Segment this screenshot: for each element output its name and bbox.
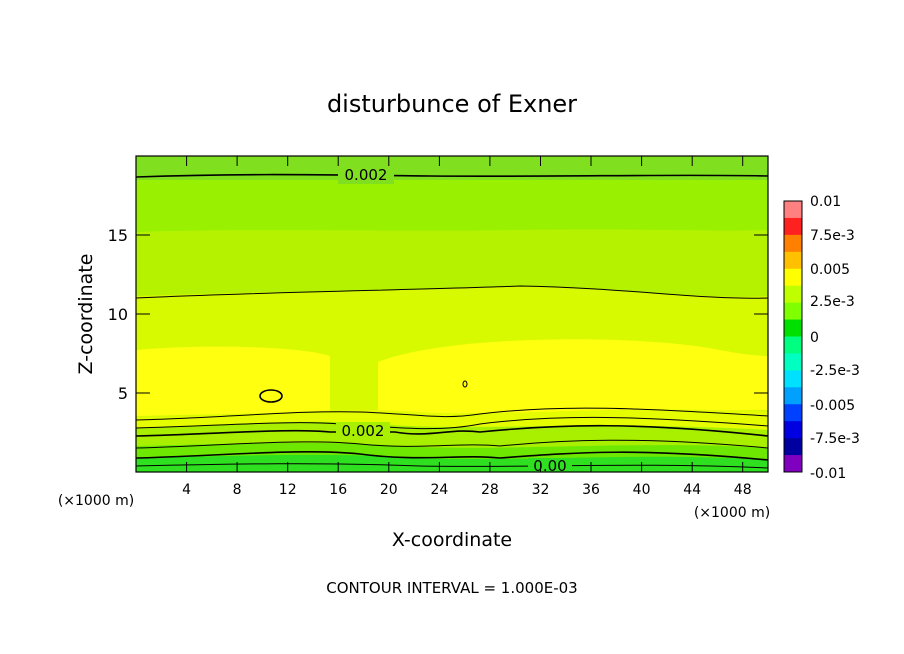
contour-line <box>135 285 769 299</box>
contour-lines <box>135 173 769 469</box>
contour-line <box>135 451 769 461</box>
x-tick-label: 32 <box>532 482 550 498</box>
contour-line <box>135 407 769 421</box>
contour-line <box>135 173 769 178</box>
contour-label: 0.002 <box>342 422 385 440</box>
band-yellow-core-right <box>378 339 768 414</box>
contour-line <box>135 424 769 437</box>
colorbar-swatch <box>784 268 802 287</box>
x-tick-label: 24 <box>430 482 448 498</box>
colorbar-swatch <box>784 302 802 321</box>
x-tick-label: 8 <box>233 482 242 498</box>
x-tick-label: 28 <box>481 482 499 498</box>
contour-line <box>135 416 769 430</box>
contour-line <box>135 463 769 469</box>
contour-interval-note: CONTOUR INTERVAL = 1.000E-03 <box>326 579 577 597</box>
colorbar-label: -2.5e-3 <box>810 363 860 379</box>
contour-closed-loop <box>259 389 283 403</box>
contour-line <box>135 439 769 449</box>
colorbar-labels: 0.01 7.5e-3 0.005 2.5e-3 0 -2.5e-3 -0.00… <box>810 194 860 482</box>
colorbar-swatch <box>784 251 802 270</box>
colorbar-label: -0.01 <box>810 466 846 482</box>
band-bottom <box>136 454 768 472</box>
y-axis-label: Z-coordinate <box>75 254 97 375</box>
colorbar <box>783 200 803 473</box>
contour-closed-loop <box>462 380 468 388</box>
y-tick-label: 15 <box>108 226 128 245</box>
colorbar-swatch <box>784 285 802 304</box>
x-tick-label: 4 <box>182 482 191 498</box>
y-tick-label: 10 <box>108 305 128 324</box>
colorbar-swatch <box>784 217 802 236</box>
x-tick-label: 16 <box>329 482 347 498</box>
y-unit-label: (×1000 m) <box>58 493 134 509</box>
colorbar-swatch <box>784 234 802 253</box>
colorbar-frame <box>783 200 803 473</box>
colorbar-label: -0.005 <box>810 398 855 414</box>
y-tick-label: 5 <box>118 384 128 403</box>
x-axis-label: X-coordinate <box>392 529 512 551</box>
contour-label: 0.002 <box>345 166 388 184</box>
heatmap-field: 0.002 0.002 0.00 <box>135 156 769 475</box>
y-tick-labels: 5 10 15 <box>108 226 128 403</box>
colorbar-swatch <box>784 438 802 456</box>
colorbar-label: 0 <box>810 330 819 346</box>
x-tick-labels: 4 8 12 16 20 24 28 32 36 40 44 48 <box>182 482 751 498</box>
colorbar-label: 0.005 <box>810 262 850 278</box>
colorbar-label: 0.01 <box>810 194 841 210</box>
x-tick-label: 12 <box>279 482 297 498</box>
x-axis <box>186 156 744 472</box>
band-mid-upper <box>136 229 768 300</box>
colorbar-swatch <box>784 201 802 219</box>
contour-label: 0.00 <box>533 457 566 475</box>
colorbar-swatch <box>784 353 802 371</box>
colorbar-label: -7.5e-3 <box>810 431 860 447</box>
colorbar-label: 2.5e-3 <box>810 294 855 310</box>
band-yellow-core <box>136 346 330 416</box>
colorbar-swatch <box>784 319 802 337</box>
colorbar-swatch <box>784 404 802 422</box>
y-axis <box>136 234 768 394</box>
x-unit-label: (×1000 m) <box>694 505 770 521</box>
chart-title: disturbunce of Exner <box>327 90 577 118</box>
colorbar-swatch <box>784 336 802 354</box>
x-tick-label: 40 <box>633 482 651 498</box>
x-tick-label: 48 <box>734 482 752 498</box>
colorbar-swatch <box>784 421 802 439</box>
colorbar-label: 7.5e-3 <box>810 228 855 244</box>
x-tick-label: 36 <box>582 482 600 498</box>
x-tick-label: 44 <box>683 482 701 498</box>
x-tick-label: 20 <box>380 482 398 498</box>
colorbar-swatch <box>784 370 802 388</box>
colorbar-swatch <box>784 455 802 473</box>
colorbar-swatch <box>784 387 802 405</box>
